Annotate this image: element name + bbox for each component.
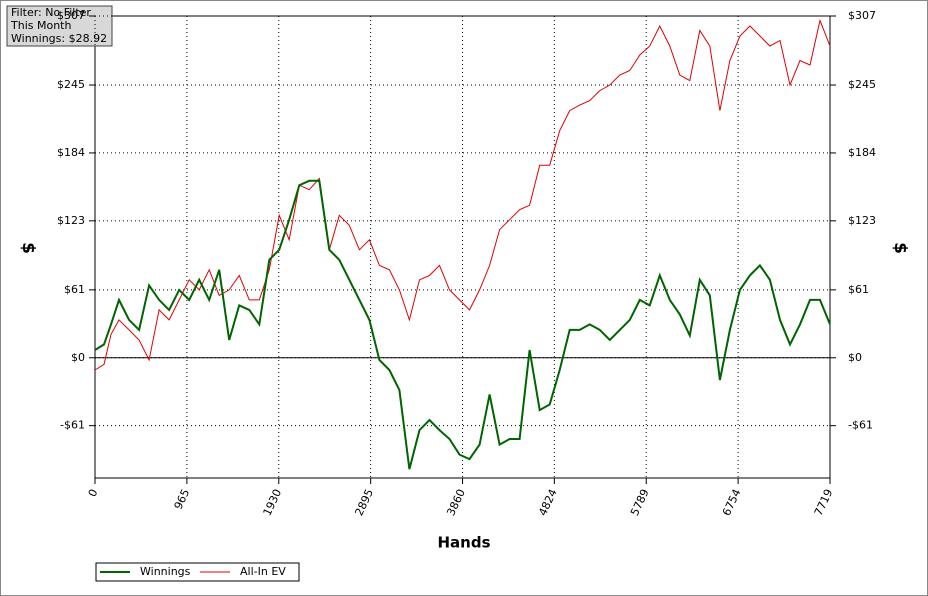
info-box [6, 5, 113, 47]
y2-tick-label: $61 [848, 283, 869, 296]
y-tick-label: -$61 [60, 419, 85, 432]
series-line [94, 179, 831, 470]
x-tick-label: 0 [86, 487, 101, 499]
y2-tick-label: $0 [848, 351, 862, 364]
legend-label: All-In EV [240, 565, 286, 578]
y-tick-label: $184 [57, 146, 85, 159]
legend-label: Winnings [140, 565, 191, 578]
y-tick-label: $307 [57, 9, 85, 22]
y2-tick-label: $307 [848, 9, 876, 22]
series-line [94, 18, 831, 371]
info-line: This Month [10, 19, 71, 32]
y-tick-label: $0 [71, 351, 85, 364]
x-axis-label: Hands [437, 534, 490, 552]
y2-tick-label: $123 [848, 214, 876, 227]
y2-tick-label: $184 [848, 146, 876, 159]
y2-tick-label: $245 [848, 78, 876, 91]
y2-axis-label: $ [890, 242, 910, 254]
y-axis-label: $ [18, 242, 38, 254]
info-line: Winnings: $28.92 [11, 32, 107, 45]
info-line: Filter: No Filter [11, 6, 91, 19]
y2-tick-label: -$61 [848, 419, 873, 432]
legend [95, 562, 300, 582]
y-tick-label: $123 [57, 214, 85, 227]
y-tick-label: $61 [64, 283, 85, 296]
y-tick-label: $245 [57, 78, 85, 91]
